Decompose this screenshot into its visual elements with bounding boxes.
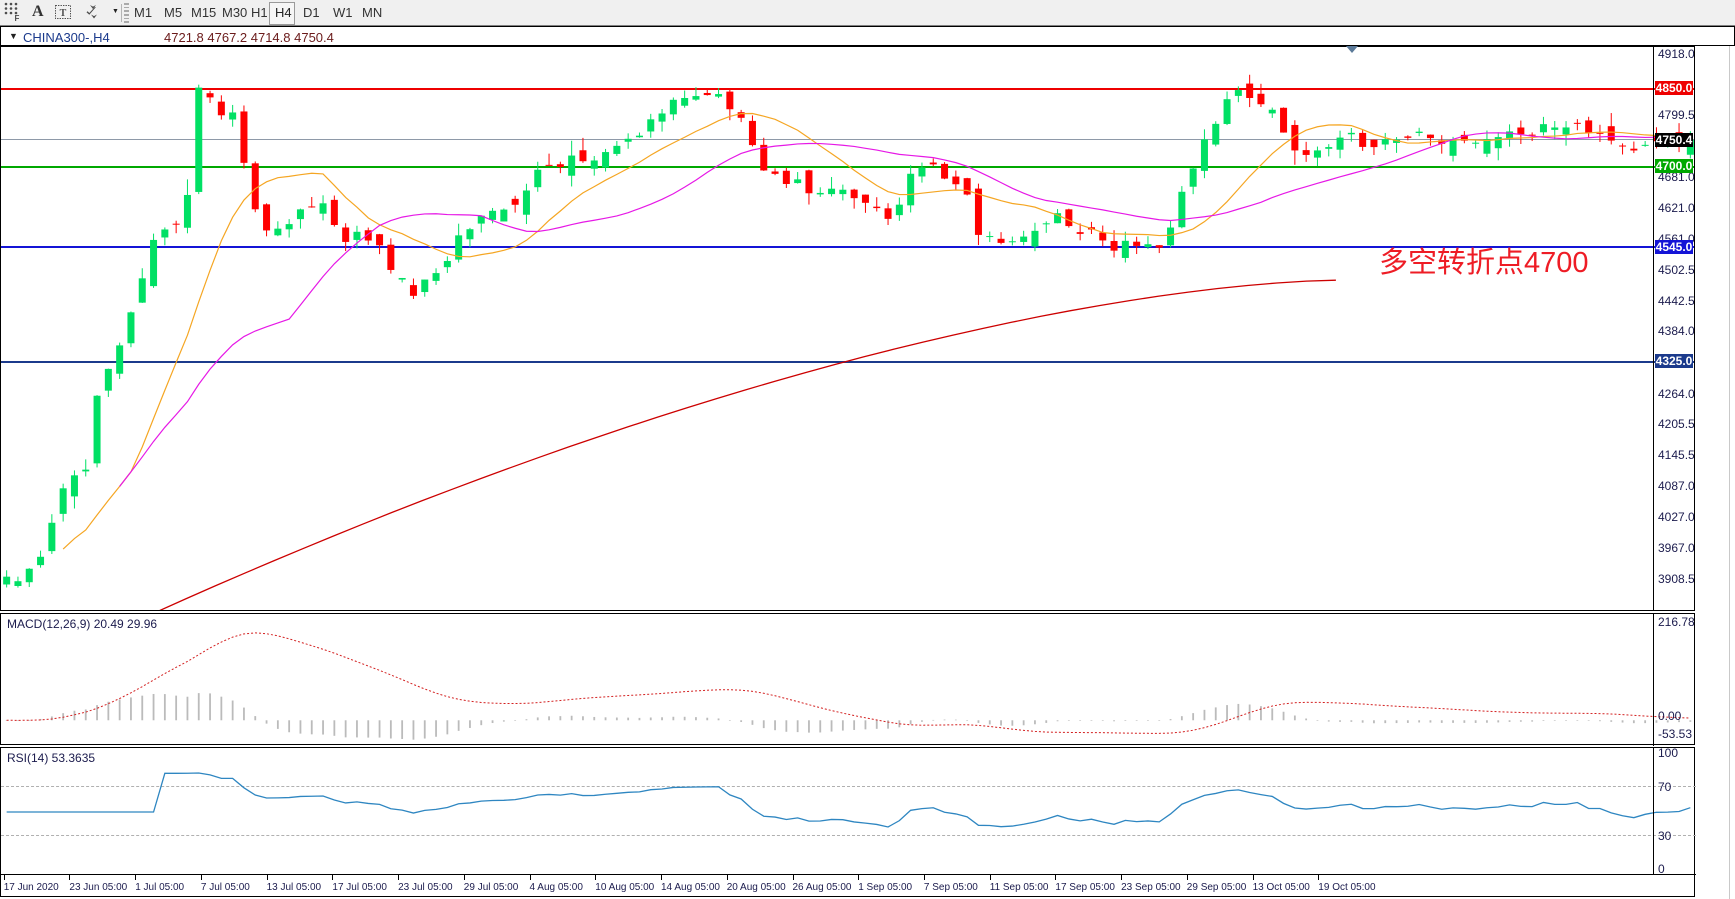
- svg-text:T: T: [60, 8, 67, 19]
- svg-text:F: F: [15, 14, 20, 22]
